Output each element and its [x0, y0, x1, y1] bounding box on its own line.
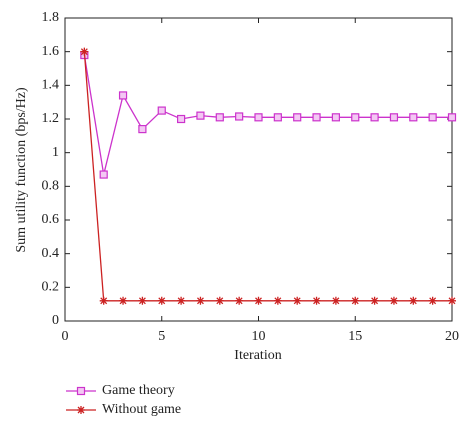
marker	[177, 114, 186, 124]
marker	[215, 296, 224, 305]
legend-label: Without game	[102, 402, 181, 417]
marker	[215, 113, 224, 122]
y-tick-label: 0.6	[42, 212, 60, 227]
marker	[428, 113, 437, 122]
x-tick-label: 0	[62, 329, 69, 344]
marker	[448, 296, 456, 305]
marker	[138, 296, 147, 305]
marker	[76, 386, 86, 396]
x-tick-label: 10	[252, 329, 266, 344]
marker	[118, 91, 128, 100]
marker	[157, 296, 166, 305]
marker	[177, 296, 186, 305]
marker	[370, 296, 379, 305]
marker	[235, 296, 244, 305]
marker	[273, 296, 282, 305]
y-tick-label: 1.2	[42, 111, 60, 126]
marker	[80, 47, 89, 56]
y-tick-label: 1	[52, 145, 59, 160]
x-tick-label: 15	[348, 329, 362, 344]
marker	[99, 170, 108, 179]
marker	[370, 113, 379, 122]
marker	[196, 111, 205, 120]
marker	[351, 296, 360, 305]
y-tick-label: 0.2	[42, 280, 60, 295]
marker	[409, 113, 418, 122]
y-tick-label: 0.4	[42, 246, 60, 261]
marker	[389, 113, 399, 122]
series-line	[83, 51, 452, 302]
y-tick-label: 1.4	[42, 78, 60, 93]
marker	[157, 106, 166, 115]
marker	[409, 296, 418, 305]
y-tick-label: 0	[52, 313, 59, 328]
x-tick-label: 5	[158, 329, 165, 344]
y-tick-label: 1.6	[42, 44, 60, 59]
marker	[254, 296, 263, 305]
marker	[196, 296, 205, 305]
marker	[254, 113, 263, 122]
marker	[77, 406, 85, 414]
marker	[389, 296, 398, 305]
y-axis-label: Sum utility function (bps/Hz)	[14, 87, 29, 253]
marker	[293, 113, 302, 122]
marker	[119, 296, 128, 305]
marker	[312, 296, 321, 305]
marker	[351, 113, 360, 122]
marker	[447, 113, 457, 122]
x-axis-label: Iteration	[234, 348, 281, 363]
y-tick-label: 1.8	[42, 10, 60, 25]
x-tick-label: 20	[445, 329, 459, 344]
y-tick-label: 0.8	[42, 179, 60, 194]
marker	[331, 113, 340, 122]
marker	[312, 113, 321, 122]
legend-label: Game theory	[102, 383, 175, 398]
marker	[235, 112, 244, 121]
marker	[293, 296, 302, 305]
marker	[428, 296, 437, 305]
marker	[138, 124, 147, 134]
marker	[331, 296, 340, 305]
marker	[273, 113, 282, 122]
marker	[99, 296, 108, 305]
plot-frame	[64, 17, 453, 322]
